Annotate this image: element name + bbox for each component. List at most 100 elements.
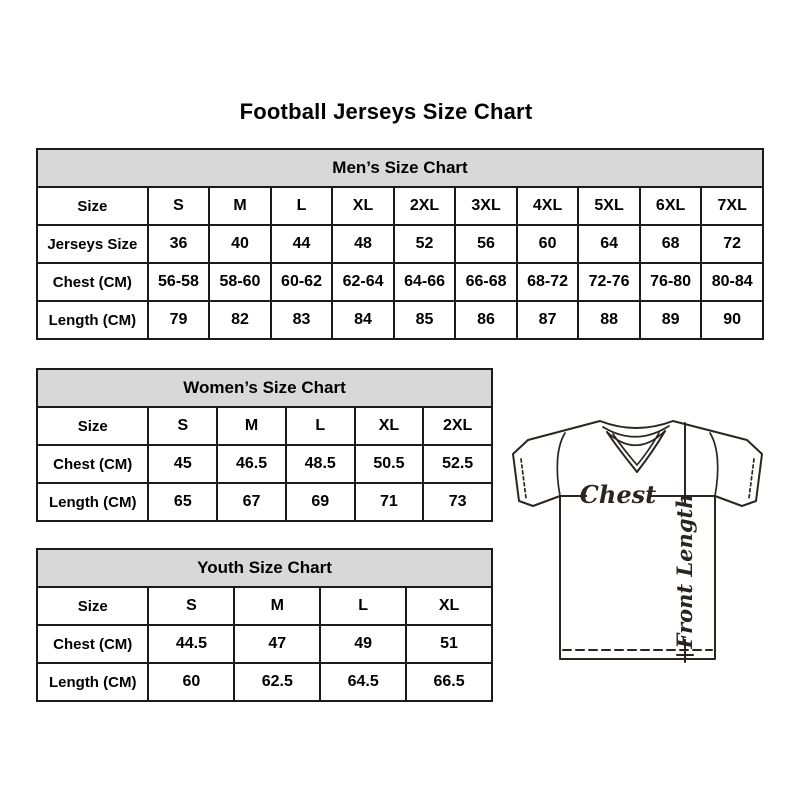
jersey-measurement-diagram: Chest Front Length [512, 420, 763, 663]
size-value-cell: 64.5 [319, 662, 408, 702]
men-row: Jerseys Size 36 40 44 48 52 56 60 64 68 72 [36, 224, 764, 264]
size-value-cell: 49 [319, 624, 408, 664]
men-row: Size S M L XL 2XL 3XL 4XL 5XL 6XL 7XL [36, 186, 764, 226]
row-label: Chest (CM) [36, 262, 149, 302]
size-value-cell: 67 [216, 482, 287, 522]
row-label: Chest (CM) [35, 444, 150, 484]
v-neck-inner [612, 432, 660, 466]
women-row: Chest (CM) 45 46.5 48.5 50.5 52.5 [35, 444, 493, 484]
size-value-cell: 51 [405, 624, 493, 664]
size-value-cell: 5XL [577, 186, 641, 226]
size-value-cell: 64-66 [392, 262, 457, 302]
men-size-chart-table: Men’s Size Chart Size S M L XL 2XL 3XL 4XL 5XL 6XL… [36, 148, 764, 340]
size-value-cell: 3XL [454, 186, 518, 226]
chest-label-mask [587, 483, 649, 508]
size-value-cell: 60 [515, 224, 580, 264]
size-value-cell: 83 [269, 300, 334, 340]
size-value-cell: 58-60 [208, 262, 272, 302]
youth-table-title: Youth Size Chart [36, 548, 493, 588]
youth-size-chart-table: Youth Size Chart Size S M L XL Chest (CM) 44.5 4… [35, 548, 493, 702]
size-value-cell: 2XL [422, 406, 493, 446]
size-value-cell: 44.5 [147, 624, 236, 664]
collar-band-arc [606, 430, 666, 446]
women-size-chart-table: Women’s Size Chart Size S M L XL 2XL Chest (CM)… [35, 368, 493, 522]
size-value-cell: 86 [454, 300, 518, 340]
size-value-cell: 79 [146, 300, 211, 340]
men-row: Chest (CM) 56-58 58-60 60-62 62-64 64-66 66-68… [36, 262, 764, 302]
size-value-cell: 84 [331, 300, 395, 340]
womens-size-table: Women’s Size Chart Size S M L XL 2XL Chest (CM)… [35, 368, 493, 522]
row-label: Length (CM) [36, 300, 149, 340]
size-value-cell: 52 [392, 224, 457, 264]
size-value-cell: S [146, 186, 211, 226]
size-value-cell: 60-62 [269, 262, 334, 302]
size-value-cell: XL [331, 186, 395, 226]
size-value-cell: 2XL [392, 186, 457, 226]
women-table-title: Women’s Size Chart [36, 368, 493, 408]
youth-size-table: Youth Size Chart Size S M L XL Chest (CM) 44.5 4… [35, 548, 493, 702]
collar-band-arc [602, 425, 670, 438]
size-value-cell: 48.5 [284, 444, 356, 484]
right-armhole-seam [709, 432, 719, 497]
women-row: Length (CM) 65 67 69 71 73 [35, 482, 493, 522]
size-value-cell: 80-84 [700, 262, 764, 302]
size-value-cell: 65 [147, 482, 219, 522]
size-value-cell: XL [405, 586, 493, 626]
size-value-cell: 56 [454, 224, 518, 264]
row-label: Length (CM) [35, 662, 150, 702]
women-row: Size S M L XL 2XL [35, 406, 493, 446]
left-armhole-seam [556, 432, 566, 497]
size-value-cell: 60 [147, 662, 236, 702]
size-value-cell: 76-80 [638, 262, 703, 302]
row-label: Length (CM) [35, 482, 150, 522]
size-value-cell: 44 [269, 224, 334, 264]
size-value-cell: 82 [208, 300, 272, 340]
size-value-cell: M [216, 406, 287, 446]
size-value-cell: XL [353, 406, 425, 446]
size-value-cell: 62-64 [331, 262, 395, 302]
size-value-cell: 46.5 [216, 444, 287, 484]
size-value-cell: S [147, 406, 219, 446]
size-value-cell: 47 [233, 624, 322, 664]
size-value-cell: 90 [700, 300, 764, 340]
size-value-cell: 66.5 [405, 662, 493, 702]
size-value-cell: 6XL [638, 186, 703, 226]
size-value-cell: 4XL [515, 186, 580, 226]
size-value-cell: 87 [515, 300, 580, 340]
v-neck-outer [606, 430, 666, 473]
size-value-cell: 52.5 [422, 444, 493, 484]
row-label: Chest (CM) [35, 624, 150, 664]
size-value-cell: 71 [353, 482, 425, 522]
size-value-cell: 62.5 [233, 662, 322, 702]
jersey-outline [512, 420, 763, 660]
mens-size-table: Men’s Size Chart Size S M L XL 2XL 3XL 4XL 5XL 6XL… [36, 148, 764, 340]
size-value-cell: 89 [638, 300, 703, 340]
right-cuff-stitch [748, 458, 755, 499]
page-title: Football Jerseys Size Chart [239, 99, 533, 124]
size-value-cell: 56-58 [146, 262, 211, 302]
size-value-cell: 85 [392, 300, 457, 340]
size-value-cell: L [319, 586, 408, 626]
size-value-cell: 64 [577, 224, 641, 264]
size-value-cell: 66-68 [454, 262, 518, 302]
size-value-cell: 45 [147, 444, 219, 484]
left-cuff-stitch [520, 458, 527, 499]
size-value-cell: 69 [284, 482, 356, 522]
row-label: Size [36, 186, 149, 226]
row-label: Jerseys Size [36, 224, 149, 264]
size-value-cell: 50.5 [353, 444, 425, 484]
size-value-cell: 68 [638, 224, 703, 264]
youth-row: Chest (CM) 44.5 47 49 51 [35, 624, 493, 664]
men-row: Length (CM) 79 82 83 84 85 86 87 88 89 90 [36, 300, 764, 340]
row-label: Size [35, 586, 150, 626]
size-value-cell: 73 [422, 482, 493, 522]
row-label: Size [35, 406, 150, 446]
size-value-cell: 88 [577, 300, 641, 340]
front-length-label-mask [675, 505, 695, 639]
chest-label: Chest [580, 480, 656, 509]
size-value-cell: 68-72 [515, 262, 580, 302]
size-value-cell: 36 [146, 224, 211, 264]
size-value-cell: M [208, 186, 272, 226]
size-value-cell: L [284, 406, 356, 446]
size-value-cell: S [147, 586, 236, 626]
